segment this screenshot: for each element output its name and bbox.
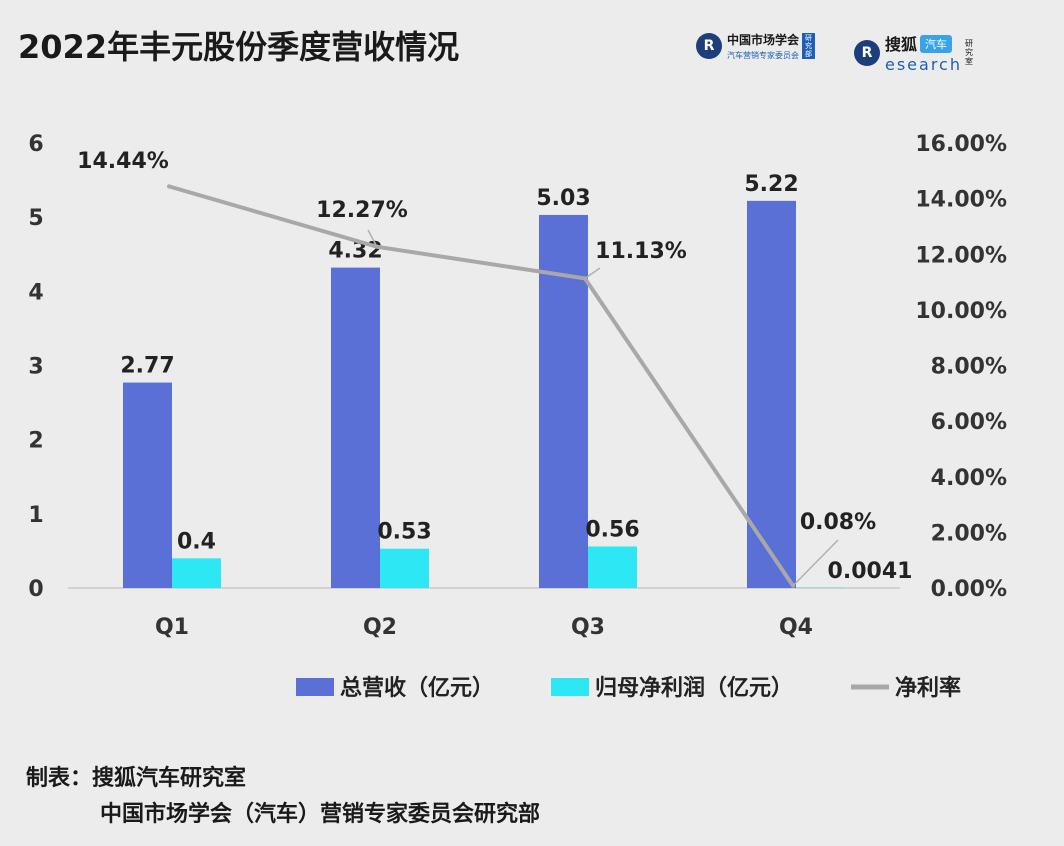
y-right-tick: 12.00% [915,243,1007,268]
data-label-revenue: 5.22 [744,172,798,197]
x-tick-label: Q2 [363,615,397,640]
y-right-tick: 16.00% [915,132,1007,157]
logo-b-car: 汽车 [920,35,953,53]
data-label-net-profit: 0.4 [177,529,216,554]
chart-title: 2022年丰元股份季度营收情况 [18,28,460,66]
logo-b-sohu: 搜狐 [885,35,918,54]
y-left-tick: 6 [28,132,43,157]
logo-a-name: 中国市场学会 [727,33,800,47]
y-right-tick: 4.00% [931,466,1007,491]
data-label-net-margin: 11.13% [595,239,687,264]
bar-net-profit [380,548,429,588]
data-label-net-profit: 0.0041 [828,559,913,584]
y-left-tick: 4 [28,280,43,305]
bar-net-profit [172,558,221,588]
logo-sohu-research: R 搜狐 汽车 esearch 研究室 [854,31,974,74]
x-tick-label: Q4 [779,615,813,640]
data-label-revenue: 2.77 [120,354,174,379]
legend-label: 总营收（亿元） [340,675,494,701]
logo-a-sub: 汽车营销专家委员会 [727,51,799,60]
legend-swatch [296,678,334,696]
bar-revenue [747,200,796,588]
bar-revenue [123,382,172,588]
data-label-net-profit: 0.53 [377,520,431,545]
bar-net-profit [588,546,637,588]
logo-r-icon: R [696,33,722,59]
logo-b-tag: 研究室 [965,39,973,66]
point-net-margin [167,184,171,189]
logo-market-association: R 中国市场学会 汽车营销专家委员会 研究部 [696,31,816,61]
logo-b-research: esearch [885,55,962,74]
legend-label: 净利率 [895,675,961,701]
logo-a-tag: 研究部 [802,33,816,59]
leader-line-net-margin [367,229,378,248]
y-right-tick: 8.00% [931,355,1007,380]
y-right-tick: 0.00% [931,577,1007,602]
data-label-net-margin: 14.44% [77,149,169,174]
x-tick-label: Q1 [155,615,189,640]
data-label-net-profit: 0.56 [585,517,639,542]
leader-line-net-margin [792,539,839,587]
data-label-revenue: 4.32 [328,239,382,264]
y-left-tick: 5 [28,206,43,231]
footer-credit-1: 制表：搜狐汽车研究室 [26,766,247,791]
line-net-margin [168,184,795,587]
y-left-tick: 3 [28,355,43,380]
y-left-tick: 0 [28,577,43,602]
legend-swatch [551,678,589,696]
logo-r-icon: R [854,39,880,66]
y-right-tick: 10.00% [915,299,1007,324]
bar-revenue [331,267,380,588]
y-left-tick: 1 [28,503,43,528]
y-left-tick: 2 [28,429,43,454]
y-right-tick: 2.00% [931,521,1007,546]
footer-credit-2: 中国市场学会（汽车）营销专家委员会研究部 [100,802,541,827]
y-right-tick: 14.00% [915,188,1007,213]
data-label-net-margin: 0.08% [800,510,876,535]
legend-label: 归母净利润（亿元） [595,675,793,701]
data-label-revenue: 5.03 [536,186,590,211]
data-label-net-margin: 12.27% [316,198,408,223]
y-right-tick: 6.00% [931,410,1007,435]
leader-line-net-margin [584,267,601,280]
x-tick-label: Q3 [571,615,605,640]
